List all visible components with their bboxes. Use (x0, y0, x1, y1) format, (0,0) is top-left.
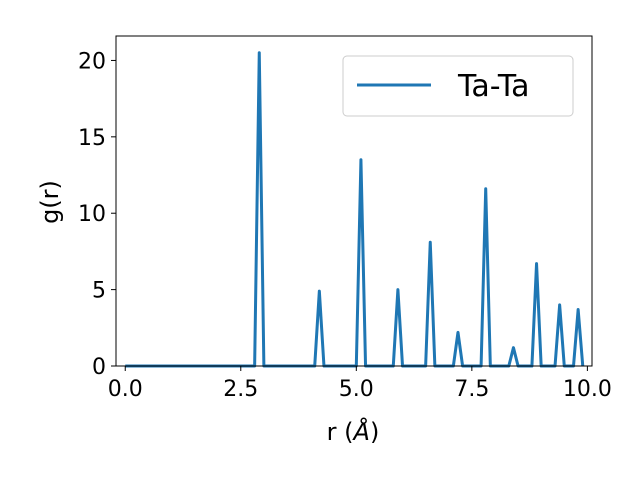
x-tick-label: 5.0 (339, 377, 374, 402)
plot-area (115, 35, 593, 368)
x-tick-label: 2.5 (223, 377, 258, 402)
y-tick-label: 0 (92, 355, 106, 380)
x-tick-label: 0.0 (108, 377, 143, 402)
y-axis-label: g(r) (36, 180, 64, 224)
y-tick-label: 5 (92, 279, 106, 304)
y-tick-label: 15 (78, 126, 106, 151)
x-axis-label: r (Å) (327, 417, 380, 446)
x-tick-label: 7.5 (454, 377, 489, 402)
legend-frame (342, 55, 574, 117)
y-tick-label: 10 (78, 202, 106, 227)
y-tick-label: 20 (78, 49, 106, 74)
legend-entry-label: Ta-Ta (457, 69, 530, 104)
legend: Ta-Ta (342, 55, 574, 117)
x-axis-ticks: 0.0 2.5 5.0 7.5 10.0 (108, 366, 612, 402)
x-tick-label: 10.0 (563, 377, 612, 402)
plot-frame (115, 35, 593, 367)
y-axis-ticks: 0 5 10 15 20 (78, 49, 116, 380)
